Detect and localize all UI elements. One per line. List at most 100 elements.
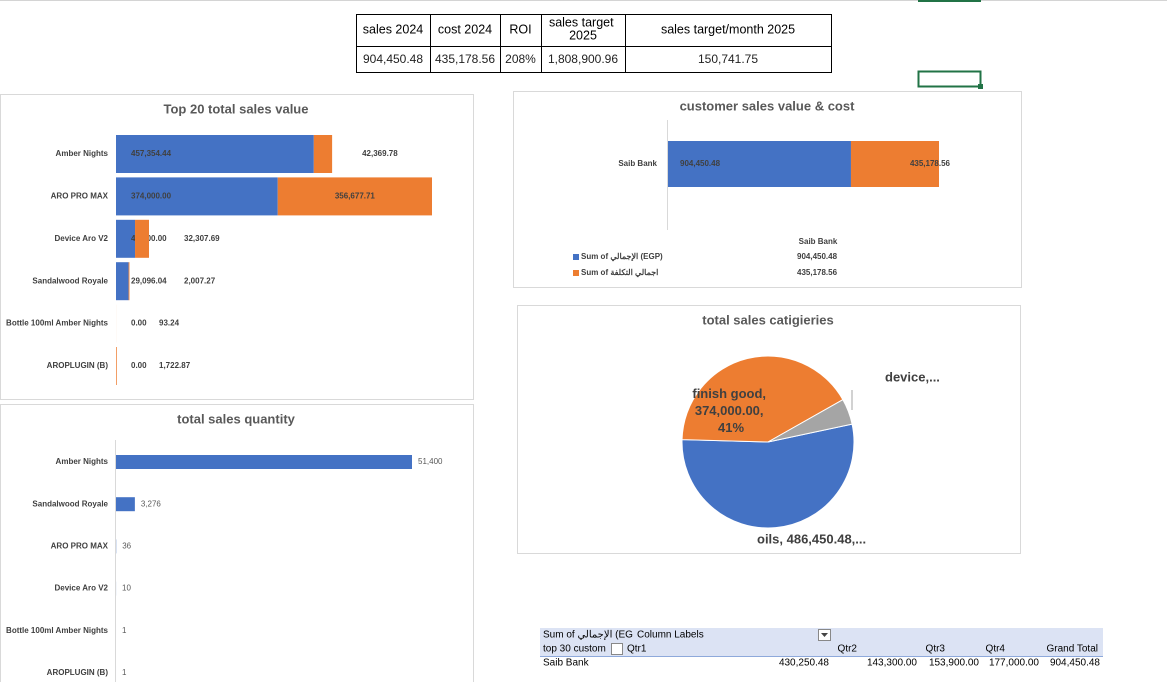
- data-table-value: 435,178.56: [797, 268, 838, 277]
- data-label: 29,096.04: [131, 276, 167, 285]
- chart-title: total sales catigieries: [702, 312, 834, 327]
- category-label: Saib Bank: [618, 159, 657, 168]
- pivot-column-label: Qtr3: [926, 644, 946, 655]
- pivot-header: Column Labels: [637, 630, 704, 641]
- text-line: 374,000.00,: [695, 403, 767, 418]
- selected-cell[interactable]: [917, 70, 982, 88]
- bar: [116, 262, 129, 301]
- table-header: sales target 2025: [549, 16, 617, 43]
- bar: [128, 262, 130, 301]
- bar: [277, 177, 432, 216]
- text-line: 2025: [569, 29, 597, 43]
- table-header: ROI: [509, 22, 531, 36]
- bar: [850, 141, 939, 187]
- pivot-cell: 430,250.48: [779, 658, 829, 669]
- category-label: Sandalwood Royale: [32, 499, 108, 508]
- text-line: finish good,: [692, 386, 769, 401]
- data-label: finish good, 374,000.00, 41%: [692, 386, 769, 435]
- text-line: sales target: [549, 16, 617, 30]
- pivot-cell: 153,900.00: [929, 658, 979, 669]
- data-label: 1,722.87: [159, 361, 191, 370]
- data-label: 1: [122, 668, 127, 677]
- data-label: 374,000.00: [131, 192, 172, 201]
- table-header: cost 2024: [438, 22, 492, 36]
- category-label: Sandalwood Royale: [32, 276, 108, 285]
- pivot-cell: 143,300.00: [867, 658, 917, 669]
- table-header: sales 2024: [363, 22, 424, 36]
- data-label: 356,677.71: [335, 192, 376, 201]
- data-table-header: Saib Bank: [799, 237, 838, 246]
- chart-area: [0, 404, 474, 682]
- pivot-cell: 177,000.00: [989, 658, 1039, 669]
- bar: [116, 177, 278, 216]
- data-label: 2,007.27: [184, 276, 216, 285]
- table-cell: 904,450.48: [363, 52, 423, 66]
- data-label: 36: [122, 542, 131, 551]
- category-label: Amber Nights: [56, 457, 109, 466]
- pie-slice: [681, 355, 844, 443]
- category-label: Bottle 100ml Amber Nights: [6, 626, 108, 635]
- bar: [116, 347, 117, 385]
- data-label: 51,400: [418, 457, 443, 466]
- bar: [668, 141, 851, 187]
- data-label: 10: [122, 584, 131, 593]
- pivot-header: Sum of الإجمالي (EG: [543, 630, 633, 641]
- bar: [116, 219, 136, 258]
- legend-label: Sum of الإجمالي (EGP): [581, 252, 663, 262]
- pivot-cell: Saib Bank: [543, 658, 590, 669]
- data-label: 44,000.00: [131, 234, 167, 243]
- bar: [116, 135, 314, 173]
- data-label: 3,276: [141, 499, 162, 508]
- category-label: ARO PRO MAX: [51, 192, 109, 201]
- pie-slice: [767, 398, 853, 443]
- data-label: 435,178.56: [910, 159, 951, 168]
- table-header: sales target/month 2025: [661, 22, 795, 36]
- bar: [116, 455, 412, 469]
- pivot-cell: 904,450.48: [1050, 658, 1100, 669]
- table-cell: 1,808,900.96: [548, 52, 618, 66]
- legend-key: [573, 270, 579, 276]
- category-label: ARO PRO MAX: [51, 542, 109, 551]
- pivot-column-label: Grand Total: [1046, 644, 1098, 655]
- chart-title: customer sales value & cost: [680, 98, 856, 113]
- data-label: 457,354.44: [131, 149, 172, 158]
- legend-label: Sum of اجمالي التكلفة: [581, 268, 658, 278]
- legend-key: [573, 254, 579, 260]
- bar: [135, 219, 150, 258]
- category-label: Device Aro V2: [54, 234, 108, 243]
- table-cell: 150,741.75: [698, 52, 758, 66]
- category-label: Device Aro V2: [54, 584, 108, 593]
- data-label: 1: [122, 626, 127, 635]
- text-line: 41%: [718, 420, 744, 435]
- data-label: oils, 486,450.48,...: [757, 531, 866, 546]
- category-label: Amber Nights: [56, 149, 109, 158]
- pivot-column-label: Qtr4: [986, 644, 1006, 655]
- chart-area: [513, 91, 1022, 288]
- bar: [116, 497, 135, 512]
- table-cell: 208%: [505, 52, 536, 66]
- category-label: AROPLUGIN (B): [47, 668, 109, 677]
- category-label: AROPLUGIN (B): [47, 361, 109, 370]
- pivot-column-label: top 30 custom: [543, 644, 606, 655]
- data-table-value: 904,450.48: [797, 252, 838, 261]
- filter-button[interactable]: [611, 643, 623, 655]
- bar: [313, 135, 333, 173]
- fill-handle[interactable]: [978, 84, 983, 89]
- dropdown-arrow: [821, 633, 828, 637]
- data-label: 42,369.78: [362, 149, 398, 158]
- data-label: 32,307.69: [184, 234, 220, 243]
- data-label: 904,450.48: [680, 159, 721, 168]
- table-cell: 435,178.56: [435, 52, 495, 66]
- pivot-column-label: Qtr2: [838, 644, 858, 655]
- pivot-column-label: Qtr1: [627, 644, 647, 655]
- chart-title: total sales quantity: [177, 411, 296, 426]
- pie-slice: [681, 423, 855, 529]
- chart-title: Top 20 total sales value: [164, 101, 309, 116]
- data-label: device,...: [885, 369, 940, 384]
- table-frame: [356, 14, 832, 73]
- data-label: 0.00: [131, 361, 147, 370]
- category-label: Bottle 100ml Amber Nights: [6, 319, 108, 328]
- data-label: 93.24: [159, 319, 180, 328]
- data-label: 0.00: [131, 319, 147, 328]
